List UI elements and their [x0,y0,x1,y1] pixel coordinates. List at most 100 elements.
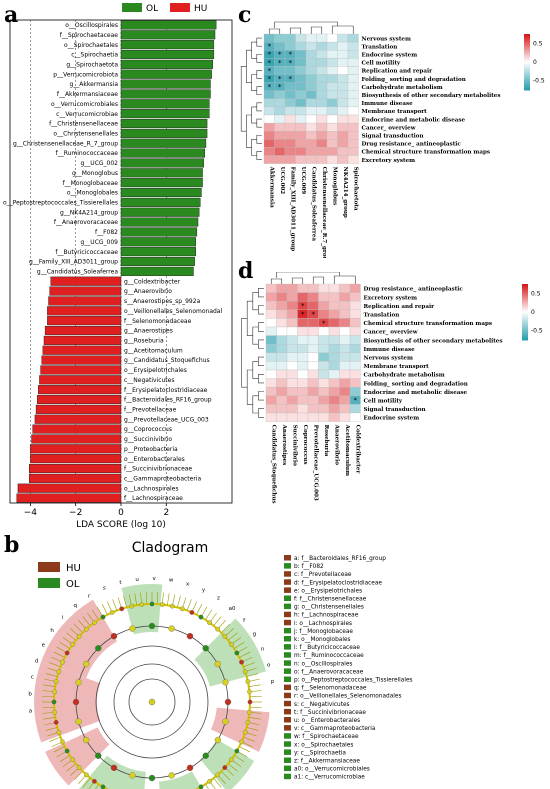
key-label: v: c__Gammaproteobacteria [294,726,376,732]
column-label: Succinivibrio [292,425,298,467]
bar [39,375,122,385]
colorbar-step [524,76,530,80]
heatmap-cell [263,155,275,164]
significance-star: * [278,59,282,67]
clade-node [222,634,228,639]
bar [120,158,204,168]
bar [120,49,215,60]
heatmap-cell [274,155,286,164]
heatmap-cell [305,41,317,51]
heatmap-cell [297,318,309,328]
row-label: Endocrine and metabolic disease [362,117,466,123]
colorbar-step [522,298,528,302]
row-label: Drug resistance_ antineoplastic [362,142,462,148]
clade-node [84,626,89,632]
bar-label: o__Spirochaetales [64,42,118,49]
dendro-branch [331,25,354,34]
heatmap-cell [286,301,298,310]
colorbar-step [522,313,528,317]
key-swatch [284,684,291,691]
heatmap-cell [265,404,277,414]
clade-letter: a0 [229,606,236,612]
heatmap-cell [347,98,359,108]
bar [120,69,212,79]
row-label: Chemical structure transformation maps [362,150,491,156]
panel-label-a: a [4,2,19,28]
heatmap-cell [284,98,296,108]
heatmap-cell [276,404,288,414]
key-swatch [284,765,291,772]
colorbar-step [524,39,530,42]
row-label: Drug resistance_ antineoplastic [364,287,464,293]
row-dendrogram [241,288,264,418]
bar-label: g__Family_XIII_AD3011_group [29,259,118,266]
panel-label-d: d [238,258,254,284]
row-label: Cell motility [362,61,401,67]
bar-label: o__Veillonellales_Selenomonadal [124,308,222,315]
heatmap-cell [318,326,330,336]
heatmap-cell [339,292,351,302]
heatmap-cell [326,82,338,91]
colorbar-step [522,319,528,322]
colorbar-step [522,287,528,291]
clade-spoke [234,641,245,649]
heatmap-cell [326,50,338,59]
clade-node [179,606,185,612]
colorbar-step [524,82,530,85]
clade-spoke [43,717,56,720]
column-label: Coldextribacter [355,425,361,474]
clade-letter: r [88,593,91,599]
clade-node [75,718,82,725]
colorbar-step [524,41,530,44]
heatmap-cell [305,82,317,91]
heatmap-cell [307,387,319,396]
dendro-branch [312,276,325,284]
colorbar: 0.5 0 -0.5 [524,34,545,91]
colorbar-step [524,47,530,50]
heatmap-cell [318,361,330,371]
heatmap-cells: ** * ** * *** * ** * [263,33,359,164]
colorbar-step [522,312,528,315]
heatmap-cell [318,309,330,319]
heatmap-cell [274,106,286,116]
clade-node [52,709,57,715]
heatmap-cell [284,139,296,148]
dendro-branch [289,27,302,34]
heatmap-cell [276,326,288,336]
bar-label: f__Bacteroidales_RF16_group [124,397,212,404]
clade-node [207,620,212,626]
clade-node [76,634,82,639]
heatmap-cell [284,147,296,156]
clade-letter: e [42,643,46,649]
bar-label: g__UCG_009 [81,239,119,246]
colorbar-tick-label: 0.5 [531,290,541,297]
colorbar-step [522,304,528,307]
colorbar-step [524,50,530,54]
heatmap-cell [316,41,328,51]
bar-label: f__Erysipelatoclostridiaceae [124,387,208,394]
clade-spoke [248,717,261,720]
clade-root [148,698,156,706]
heatmap-cell [295,74,307,83]
heatmap-cell [307,292,319,302]
bar-label: g__Spirochaetota [66,62,118,69]
dendro-branch [240,66,247,132]
colorbar-step [524,37,530,41]
heatmap-cell [276,318,288,328]
key-swatch [284,595,291,601]
colorbar-step [522,285,528,289]
bar [120,187,202,198]
heatmap-cell [265,335,277,345]
heatmap-cell [307,404,319,414]
heatmap-cell [326,33,338,43]
heatmap-cell [265,361,277,371]
dendro-branch [258,374,264,384]
clade-spoke [221,771,230,780]
row-labels: Nervous system Translation Endocrine syste… [362,36,501,163]
clade-letter: i [62,615,64,621]
row-dendrogram [240,37,262,160]
clade-node [64,650,70,656]
heatmap-cell [347,58,359,67]
heatmap-cell [326,74,338,83]
colorbar-step [524,78,530,82]
